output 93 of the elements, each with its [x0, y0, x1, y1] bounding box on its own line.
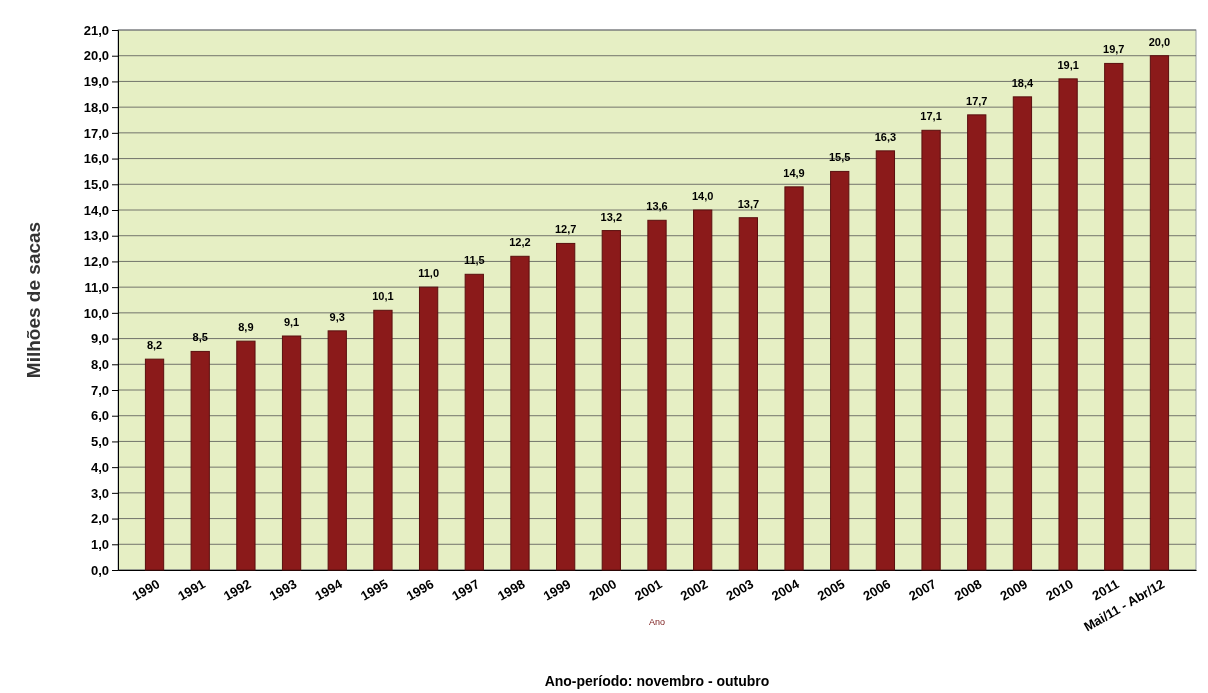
data-label: 13,6 [646, 200, 668, 213]
data-label: 15,5 [829, 151, 851, 164]
data-label: 13,2 [600, 210, 623, 223]
y-tick-label: 17,0 [83, 125, 109, 141]
x-tick-label: 1991 [175, 576, 208, 604]
data-label: 18,4 [1011, 76, 1034, 89]
x-tick-label: 2005 [814, 576, 848, 604]
y-tick-label: 1,0 [90, 536, 109, 552]
x-tick-label: 2002 [677, 576, 711, 604]
x-tick-label: 1994 [312, 575, 346, 604]
bar [921, 129, 941, 571]
y-tick-label: 12,0 [83, 254, 109, 270]
y-tick-label: 13,0 [83, 228, 109, 244]
data-label: 13,7 [737, 197, 760, 210]
y-tick-label: 0,0 [90, 562, 109, 578]
y-tick-label: 20,0 [83, 48, 109, 64]
bar [967, 114, 987, 571]
x-tick-label: 1993 [266, 576, 300, 604]
x-tick-label: 1997 [449, 576, 482, 604]
data-label: 8,9 [238, 321, 254, 334]
y-tick-label: 21,0 [83, 22, 109, 38]
x-tick-label: 2010 [1043, 576, 1076, 604]
x-tick-label: 2003 [723, 576, 756, 604]
bar [144, 358, 165, 571]
data-label: 8,2 [146, 339, 163, 352]
y-tick-label: 15,0 [83, 176, 109, 192]
data-label: 14,9 [783, 166, 805, 179]
y-tick-label: 2,0 [90, 511, 109, 527]
y-tick-label: 18,0 [83, 99, 109, 115]
y-tick-label: 6,0 [90, 408, 109, 424]
data-label: 8,5 [192, 331, 208, 344]
x-tick-label: 2009 [997, 576, 1031, 604]
bar [784, 186, 804, 571]
y-tick-label: 19,0 [83, 74, 109, 90]
y-tick-label: 14,0 [83, 202, 109, 218]
data-label: 19,7 [1103, 43, 1125, 56]
bar [601, 230, 621, 571]
y-tick-label: 8,0 [90, 356, 109, 372]
x-tick-label: 1999 [540, 576, 574, 604]
x-tick-label: 1995 [358, 576, 391, 604]
bar [418, 286, 439, 571]
y-tick-label: 10,0 [83, 305, 109, 321]
bar [1058, 78, 1078, 571]
data-label: 11,5 [463, 254, 485, 267]
bar [510, 255, 530, 571]
x-tick-label: 1992 [220, 576, 254, 604]
text: Ano [648, 617, 666, 627]
x-tick-label: 2007 [906, 576, 939, 604]
y-tick-label: 5,0 [90, 434, 109, 450]
data-label: 9,3 [329, 310, 345, 323]
bar [1104, 62, 1124, 571]
bar [327, 330, 347, 571]
data-label: 9,1 [283, 316, 300, 328]
bar [1149, 55, 1170, 571]
x-tick-label: 2004 [769, 575, 803, 604]
y-tick-label: 4,0 [90, 459, 109, 475]
bar [464, 273, 484, 571]
bar [556, 242, 576, 571]
data-label: 19,1 [1057, 58, 1079, 71]
y-tick-label: 3,0 [90, 485, 109, 501]
y-tick-label: 16,0 [83, 151, 109, 167]
bar [190, 350, 210, 571]
bar [1012, 96, 1033, 571]
x-tick-label: 1998 [495, 576, 528, 604]
bar [647, 219, 667, 571]
data-label: 20,0 [1148, 35, 1171, 48]
bar [236, 340, 256, 571]
x-tick-label: 2006 [860, 576, 893, 604]
bar [281, 335, 302, 571]
data-label: 14,0 [691, 190, 714, 202]
x-tick-label: 2000 [586, 576, 619, 604]
data-label: 12,2 [509, 236, 531, 249]
data-label: 16,3 [874, 130, 897, 143]
y-tick-label: 11,0 [84, 279, 109, 295]
data-label: 17,7 [966, 94, 988, 107]
x-tick-label: 1996 [403, 576, 437, 604]
y-axis-title: Milhões de sacas [23, 221, 44, 379]
x-tick-label: 1990 [129, 576, 163, 604]
bar [875, 150, 896, 571]
bar [830, 170, 850, 571]
bar [373, 309, 393, 571]
data-label: 11,0 [418, 267, 440, 280]
data-label: 12,7 [554, 223, 577, 236]
x-tick-label: 2001 [632, 576, 665, 604]
data-label: 17,1 [920, 110, 942, 123]
data-label: 10,1 [372, 290, 394, 303]
y-tick-label: 7,0 [90, 382, 109, 398]
bar [693, 209, 713, 571]
bar [738, 217, 758, 571]
y-tick-label: 9,0 [90, 331, 109, 347]
x-tick-label: 2008 [951, 576, 985, 604]
x-tick-label: 2011 [1089, 576, 1122, 604]
x-axis-title: Ano-período: novembro - outubro [544, 673, 770, 689]
